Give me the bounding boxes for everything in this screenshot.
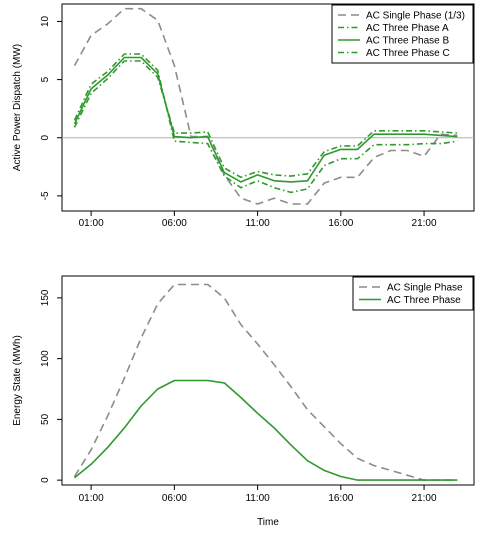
series-line-1 bbox=[73, 283, 458, 481]
legend-label: AC Single Phase (1/3) bbox=[366, 11, 465, 22]
y-tick-label: 100 bbox=[40, 350, 51, 367]
chart-panel-1: 01:00 06:00 11:00 16:00 21:00 -5 0 5 10 Active Po… bbox=[12, 3, 475, 229]
x-tick-label: 01:00 bbox=[79, 218, 104, 229]
y-tick-label: 150 bbox=[40, 289, 51, 306]
plot-frame bbox=[61, 275, 475, 486]
x-tick-label: 01:00 bbox=[79, 493, 104, 504]
x-tick-label: 16:00 bbox=[328, 218, 353, 229]
x-tick-label: 06:00 bbox=[162, 493, 187, 504]
chart-panel-2: 01:00 06:00 11:00 16:00 21:00 0 50 100 150 Energy… bbox=[12, 275, 475, 528]
legend-label: AC Three Phase B bbox=[366, 36, 450, 47]
x-tick-label: 06:00 bbox=[162, 218, 187, 229]
x-axis-label: Time bbox=[257, 517, 279, 528]
y-tick-label: 10 bbox=[40, 15, 51, 27]
x-tick-label: 11:00 bbox=[245, 493, 270, 504]
x-tick-label: 11:00 bbox=[245, 218, 270, 229]
series-line-4 bbox=[73, 60, 458, 179]
y-tick-label: -5 bbox=[40, 191, 51, 200]
y-tick-label: 50 bbox=[40, 413, 51, 425]
legend-label: AC Single Phase bbox=[387, 283, 463, 294]
series-line-3 bbox=[73, 56, 458, 183]
legend-label: AC Three Phase A bbox=[366, 23, 449, 34]
legend-label: AC Three Phase bbox=[387, 295, 461, 306]
x-tick-label: 21:00 bbox=[412, 493, 437, 504]
y-tick-label: 0 bbox=[40, 477, 51, 483]
series-line-1 bbox=[73, 7, 458, 205]
legend: AC Single Phase (1/3)AC Three Phase A AC … bbox=[331, 4, 474, 64]
x-tick-label: 16:00 bbox=[328, 493, 353, 504]
y-axis-label: Energy State (MWh) bbox=[12, 335, 23, 426]
y-tick-label: 0 bbox=[40, 135, 51, 141]
legend-label: AC Three Phase C bbox=[366, 48, 450, 59]
plot-frame bbox=[61, 3, 475, 212]
series-line-2 bbox=[73, 53, 458, 194]
x-tick-label: 21:00 bbox=[412, 218, 437, 229]
y-tick-label: 5 bbox=[40, 76, 51, 82]
series-line-2 bbox=[73, 379, 458, 481]
legend-box bbox=[352, 276, 474, 311]
y-axis-label: Active Power Dispatch (MW) bbox=[12, 44, 23, 171]
